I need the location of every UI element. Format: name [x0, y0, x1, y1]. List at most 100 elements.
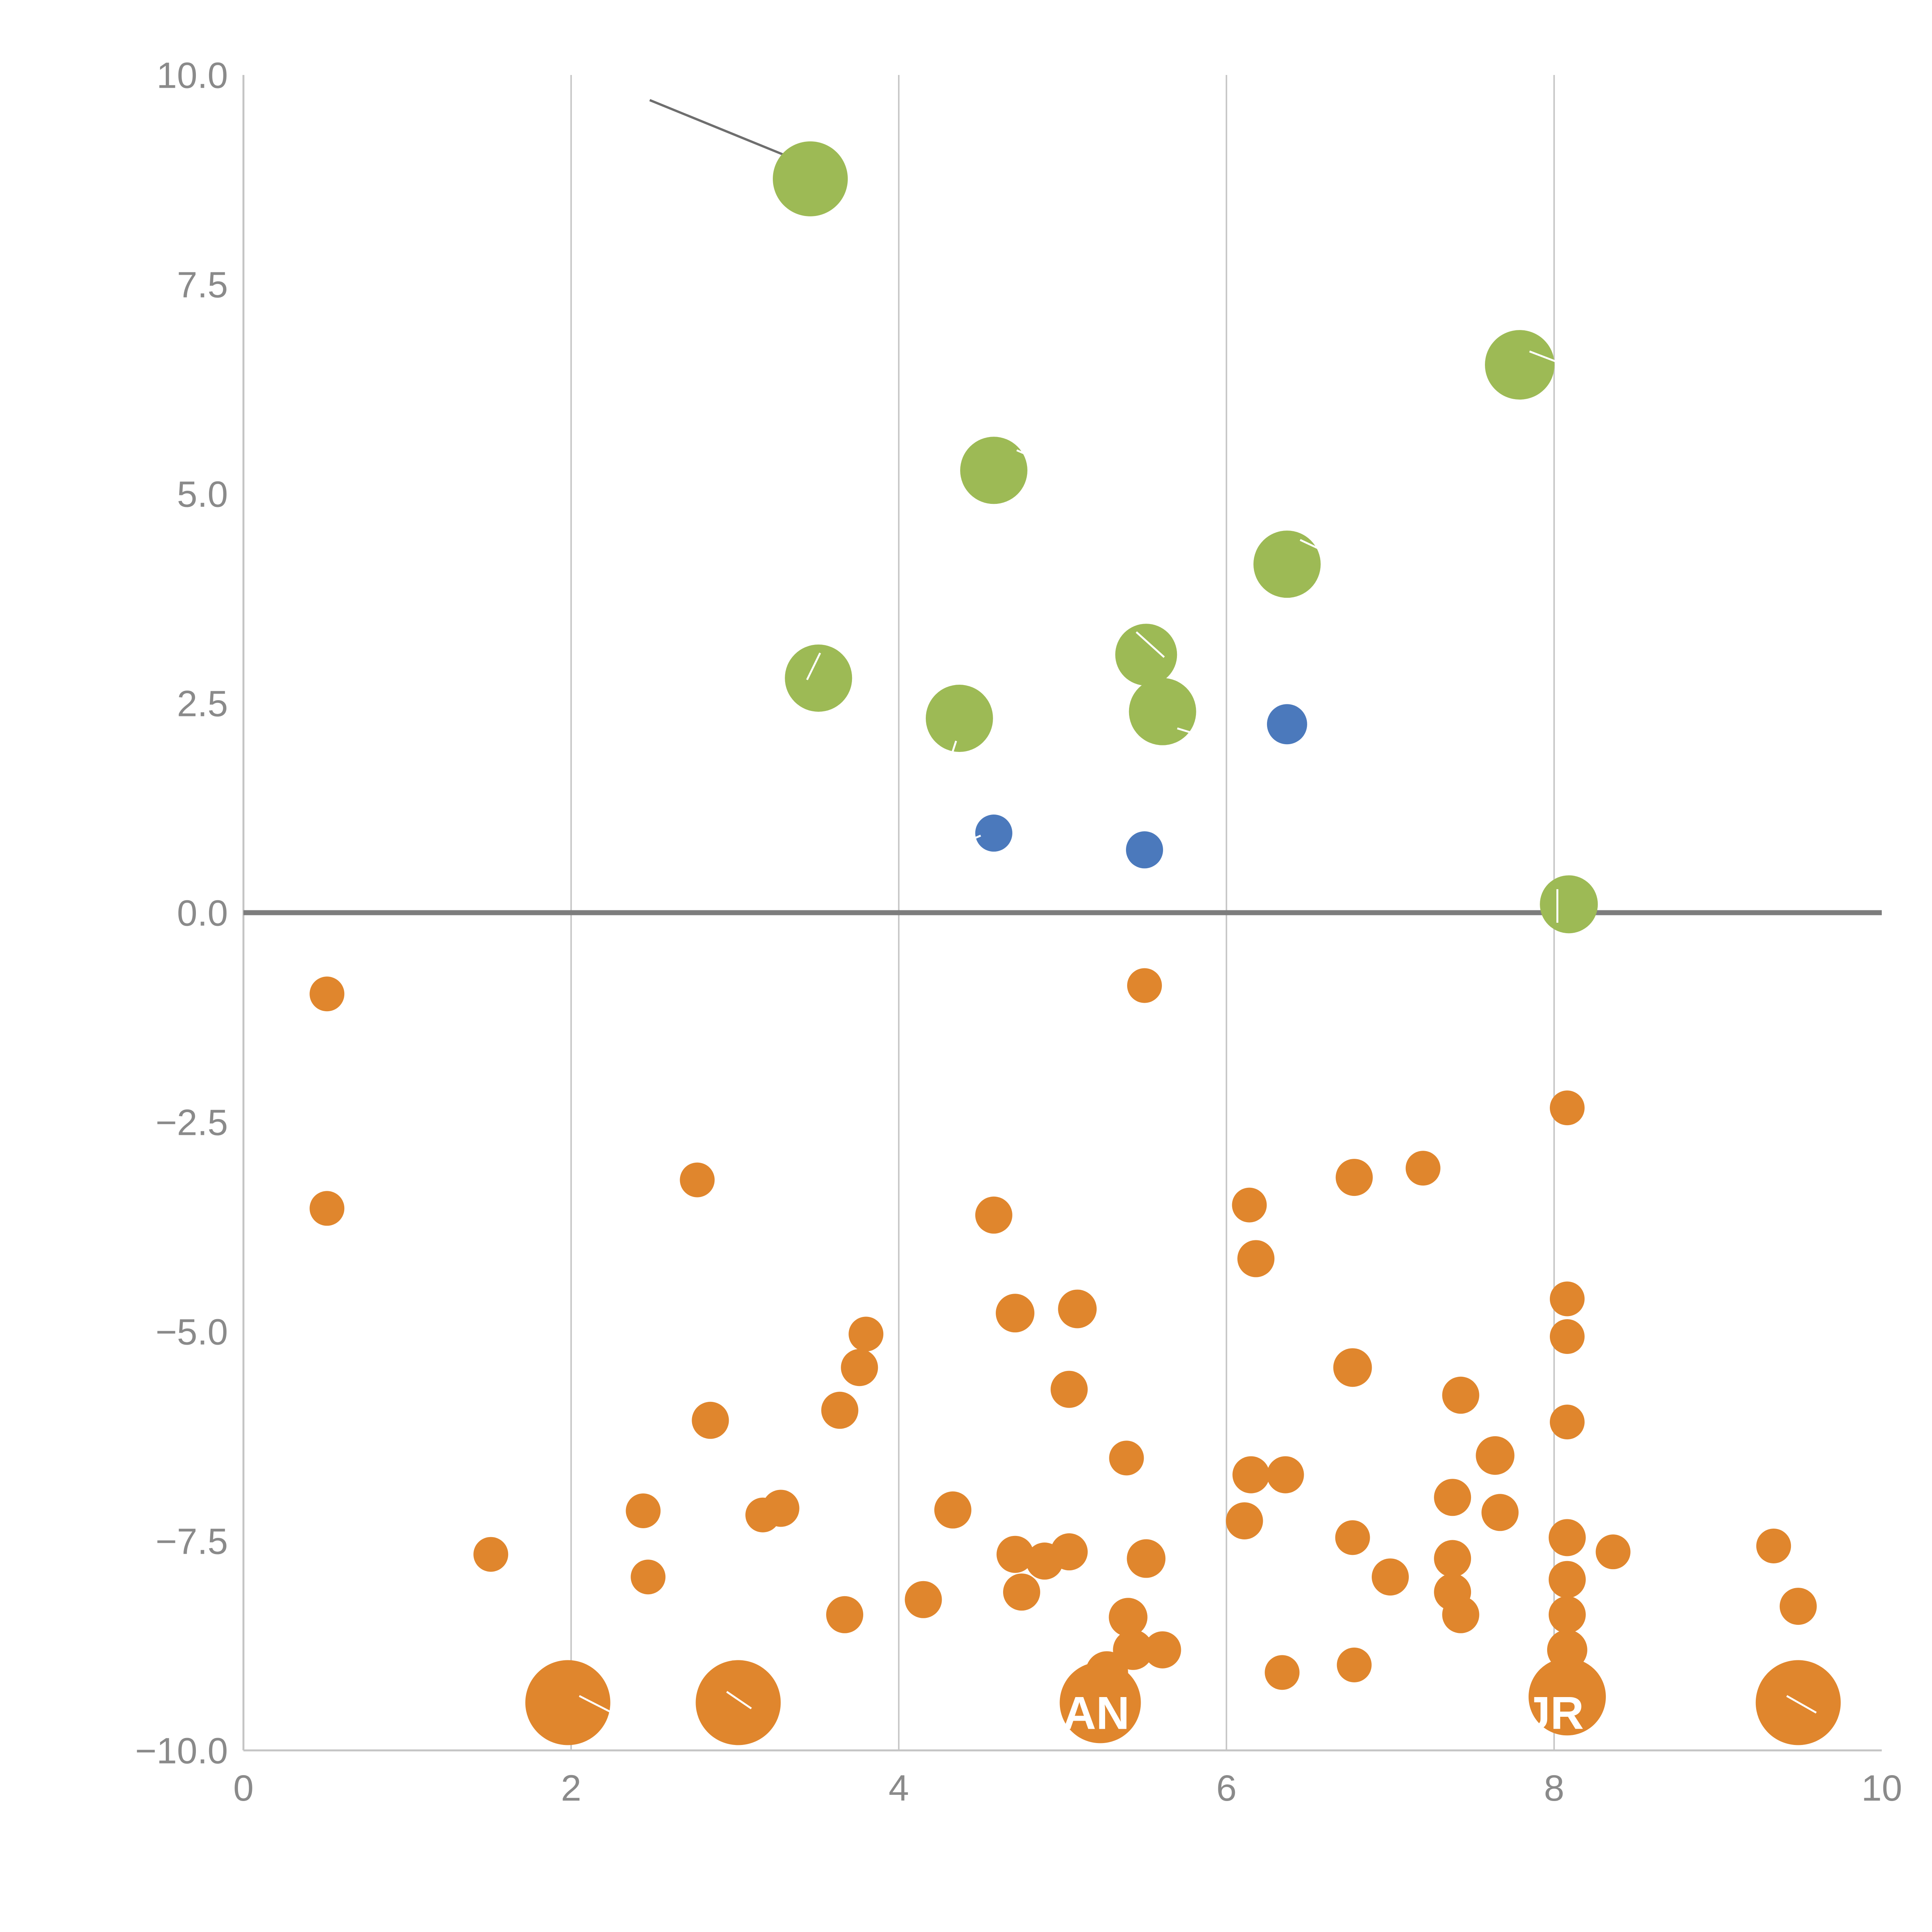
scatter-point-orange: [1595, 1534, 1631, 1570]
scatter-point-green: [1485, 330, 1554, 400]
scatter-point-orange: [1481, 1494, 1519, 1531]
scatter-point-orange: [1144, 1631, 1181, 1668]
scatter-point-orange: [525, 1660, 611, 1745]
scatter-point-orange: [631, 1560, 666, 1595]
scatter-point-orange: [1548, 1596, 1586, 1633]
scatter-point-orange: [821, 1391, 859, 1429]
bubble-label: JR: [1525, 1687, 1584, 1739]
scatter-point-orange: [1265, 1655, 1300, 1690]
x-tick-label: 6: [1216, 1768, 1237, 1809]
scatter-point-orange: [1335, 1520, 1370, 1555]
white-leader-tick: [1299, 539, 1342, 560]
scatter-point-orange: [1405, 1151, 1440, 1186]
scatter-point-orange: [1109, 1598, 1148, 1637]
scatter-point-green: [773, 141, 848, 216]
scatter-point-green: [1253, 531, 1321, 598]
scatter-point-orange: [1127, 1539, 1166, 1578]
scatter-point-green: [960, 437, 1027, 504]
scatter-point-orange: [696, 1660, 781, 1745]
scatter-point-orange: [745, 1497, 781, 1532]
scatter-point-orange: [626, 1493, 661, 1528]
scatter-point-orange: [1442, 1596, 1480, 1633]
scatter-point-orange: [1337, 1647, 1372, 1682]
scatter-point-green: [1115, 624, 1177, 686]
scatter-point-orange: [1232, 1456, 1270, 1493]
y-tick-label: 0.0: [177, 893, 228, 934]
white-leader-tick: [806, 652, 821, 680]
scatter-point-orange: [1237, 1240, 1275, 1277]
scatter-point-blue: [1267, 704, 1307, 745]
x-tick-label: 10: [1861, 1768, 1902, 1809]
scatter-point-orange: [1442, 1376, 1480, 1414]
scatter-point-orange: [1549, 1405, 1585, 1440]
scatter-point-orange: [310, 976, 345, 1012]
y-tick-label: 2.5: [177, 683, 228, 724]
scatter-point-orange: [1549, 1319, 1585, 1354]
scatter-point-orange: [849, 1316, 884, 1352]
white-leader-tick: [726, 1691, 752, 1709]
y-tick-label: −10.0: [135, 1730, 228, 1771]
x-tick-label: 2: [561, 1768, 582, 1809]
scatter-point-orange: [1226, 1502, 1263, 1539]
scatter-point-orange: [1333, 1348, 1372, 1387]
y-tick-label: −7.5: [155, 1521, 228, 1562]
white-leader-tick: [961, 835, 981, 845]
scatter-point-orange: [1127, 968, 1162, 1003]
scatter-point-green: [1129, 678, 1196, 745]
y-tick-label: 7.5: [177, 264, 228, 305]
bubble-label: AN: [1063, 1687, 1129, 1739]
scatter-point-green: [925, 685, 993, 752]
scatter-point-orange: [1232, 1187, 1267, 1223]
scatter-point-orange: [1060, 1662, 1141, 1743]
scatter-point-blue: [1126, 831, 1163, 869]
scatter-point-orange: [1058, 1289, 1097, 1328]
scatter-point-orange: [1549, 1281, 1585, 1316]
scatter-point-orange: [1335, 1159, 1373, 1196]
y-tick-label: 5.0: [177, 474, 228, 515]
white-leader-tick: [947, 740, 957, 767]
scatter-point-orange: [1267, 1456, 1304, 1493]
scatter-point-orange: [1756, 1529, 1791, 1564]
y-tick-label: 10.0: [156, 55, 228, 96]
scatter-point-orange: [841, 1349, 878, 1386]
x-tick-label: 4: [889, 1768, 909, 1809]
y-tick-label: −5.0: [155, 1311, 228, 1352]
scatter-point-blue: [975, 815, 1012, 852]
annotation-leader-line: [649, 99, 804, 164]
x-tick-label: 0: [233, 1768, 254, 1809]
scatter-point-orange: [1003, 1573, 1040, 1611]
scatter-point-orange: [1476, 1436, 1515, 1475]
scatter-point-orange: [1779, 1588, 1817, 1625]
white-leader-tick: [1136, 631, 1165, 658]
scatter-point-orange: [680, 1162, 715, 1197]
white-leader-tick: [1529, 350, 1563, 365]
scatter-point-orange: [996, 1294, 1035, 1333]
scatter-point-orange: [975, 1196, 1012, 1234]
white-leader-tick: [1177, 727, 1219, 742]
scatter-point-orange: [1548, 1561, 1586, 1598]
scatter-point-orange: [692, 1401, 729, 1439]
scatter-point-orange: [905, 1581, 942, 1618]
scatter-point-orange: [1372, 1558, 1409, 1596]
scatter-point-orange: [1050, 1371, 1088, 1408]
scatter-point-orange: [1434, 1479, 1471, 1516]
white-leader-tick: [579, 1695, 613, 1714]
scatter-point-orange: [1528, 1658, 1606, 1736]
scatter-point-orange: [1548, 1519, 1586, 1556]
x-tick-label: 8: [1544, 1768, 1565, 1809]
scatter-point-orange: [1109, 1440, 1144, 1476]
scatter-point-orange: [1050, 1533, 1088, 1571]
y-tick-label: −2.5: [155, 1102, 228, 1143]
white-leader-tick: [1016, 449, 1060, 470]
white-leader-tick: [1786, 1695, 1817, 1714]
scatter-point-orange: [997, 1536, 1034, 1573]
scatter-point-green: [785, 644, 852, 712]
scatter-point-orange: [310, 1191, 345, 1226]
scatter-point-orange: [1549, 1090, 1585, 1126]
scatter-point-green: [1540, 875, 1598, 934]
scatter-point-orange: [934, 1491, 971, 1529]
scatter-point-orange: [473, 1537, 509, 1572]
scatter-point-orange: [826, 1596, 864, 1633]
